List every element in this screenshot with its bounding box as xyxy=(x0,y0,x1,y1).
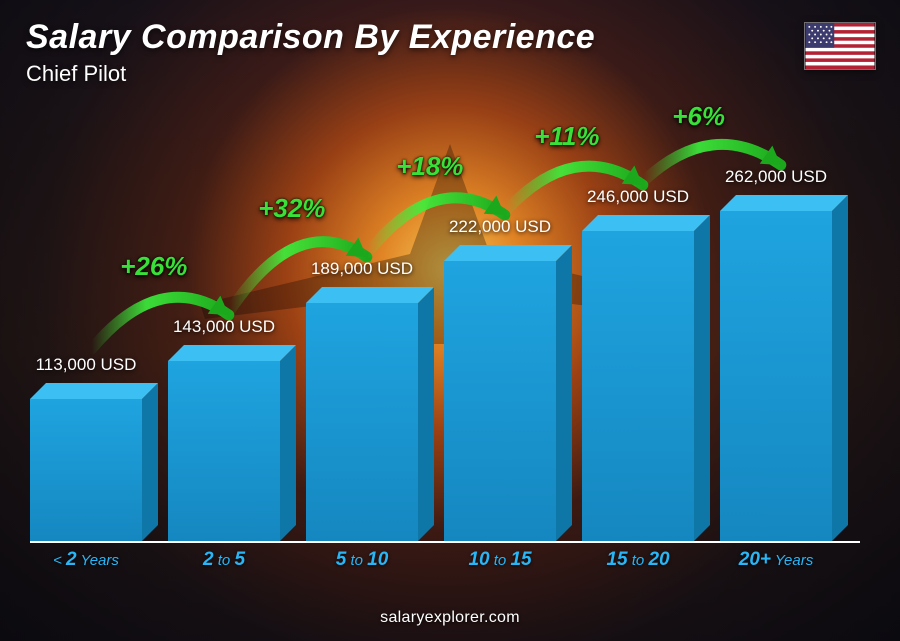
value-label: 189,000 USD xyxy=(272,259,451,279)
title-block: Salary Comparison By Experience Chief Pi… xyxy=(26,18,595,87)
pct-increase-label: +26% xyxy=(120,251,187,282)
value-label: 113,000 USD xyxy=(0,355,176,375)
bar: < 2 Years113,000 USD xyxy=(30,367,142,569)
bar-top xyxy=(720,195,848,211)
bar-top xyxy=(444,245,572,261)
x-category-label: 15 to 20 xyxy=(560,549,717,571)
pct-increase-label: +18% xyxy=(396,151,463,182)
chart-stage: Salary Comparison By Experience Chief Pi… xyxy=(0,0,900,641)
bar-top xyxy=(168,345,296,361)
bar: 20+ Years262,000 USD xyxy=(720,179,832,569)
value-label: 262,000 USD xyxy=(686,167,865,187)
bar-side xyxy=(556,245,572,541)
bar-top xyxy=(582,215,710,231)
value-label: 222,000 USD xyxy=(410,217,589,237)
pct-increase-label: +11% xyxy=(534,121,599,152)
value-label: 246,000 USD xyxy=(548,187,727,207)
bar-side xyxy=(694,215,710,541)
bar-side xyxy=(418,287,434,541)
x-category-label: < 2 Years xyxy=(8,549,165,571)
chart-title: Salary Comparison By Experience xyxy=(26,18,595,57)
bar-top xyxy=(30,383,158,399)
x-category-label: 20+ Years xyxy=(698,549,855,571)
bar: 5 to 10189,000 USD xyxy=(306,271,418,569)
bar-side xyxy=(280,345,296,541)
pct-increase-label: +6% xyxy=(672,101,725,132)
bar: 2 to 5143,000 USD xyxy=(168,329,280,569)
bar: 10 to 15222,000 USD xyxy=(444,229,556,569)
us-flag-icon xyxy=(804,22,876,70)
bar-chart: < 2 Years113,000 USD2 to 5143,000 USD5 t… xyxy=(30,99,860,569)
x-category-label: 2 to 5 xyxy=(146,549,303,571)
pct-increase-label: +32% xyxy=(258,193,325,224)
bar-side xyxy=(142,383,158,541)
x-category-label: 5 to 10 xyxy=(284,549,441,571)
value-label: 143,000 USD xyxy=(134,317,313,337)
chart-subtitle: Chief Pilot xyxy=(26,61,595,87)
footer-source: salaryexplorer.com xyxy=(0,609,900,627)
bar-side xyxy=(832,195,848,541)
bar-front xyxy=(582,231,694,541)
bar-front xyxy=(720,211,832,541)
bar-front xyxy=(306,303,418,541)
x-category-label: 10 to 15 xyxy=(422,549,579,571)
bar: 15 to 20246,000 USD xyxy=(582,199,694,569)
bar-front xyxy=(30,399,142,541)
bar-top xyxy=(306,287,434,303)
bar-front xyxy=(168,361,280,541)
bar-front xyxy=(444,261,556,541)
